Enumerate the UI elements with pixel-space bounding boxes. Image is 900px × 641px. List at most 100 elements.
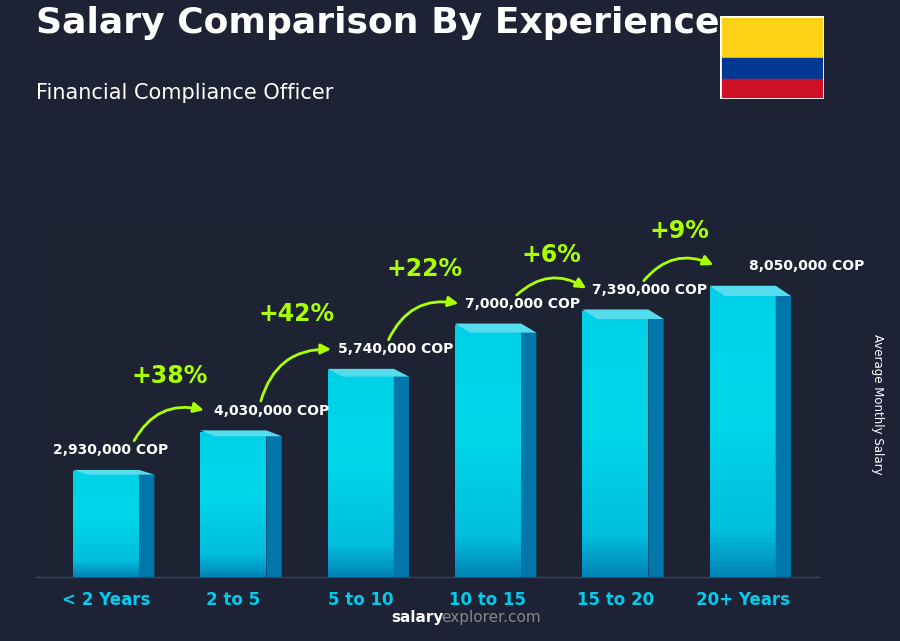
Bar [73, 574, 140, 575]
Bar [200, 572, 266, 574]
Bar [709, 297, 776, 302]
Bar [200, 502, 266, 504]
Bar [454, 367, 521, 371]
Bar [709, 369, 776, 374]
Bar [709, 519, 776, 524]
Bar [328, 436, 394, 439]
Bar [73, 537, 140, 538]
Bar [582, 440, 648, 444]
Bar [328, 567, 394, 570]
Bar [454, 539, 521, 544]
Bar [582, 519, 648, 524]
Bar [582, 501, 648, 506]
Bar [200, 529, 266, 531]
Bar [454, 569, 521, 572]
Bar [328, 446, 394, 449]
Bar [328, 432, 394, 436]
Bar [454, 451, 521, 455]
Bar [582, 466, 648, 470]
Bar [328, 412, 394, 415]
Bar [454, 329, 521, 333]
Bar [200, 466, 266, 468]
Bar [582, 493, 648, 497]
Bar [328, 422, 394, 426]
Bar [200, 562, 266, 565]
Bar [582, 528, 648, 533]
Bar [73, 570, 140, 572]
Bar [709, 480, 776, 485]
Bar [709, 331, 776, 336]
Bar [454, 371, 521, 376]
Bar [200, 570, 266, 572]
Bar [709, 514, 776, 519]
Bar [73, 515, 140, 517]
Bar [200, 470, 266, 473]
Bar [582, 470, 648, 475]
Text: salary: salary [392, 610, 444, 625]
Bar [454, 447, 521, 451]
Bar [73, 475, 140, 477]
Bar [454, 442, 521, 447]
Bar [709, 524, 776, 529]
Bar [328, 474, 394, 477]
Bar [454, 342, 521, 346]
Bar [73, 498, 140, 499]
Bar [454, 485, 521, 488]
Bar [709, 388, 776, 394]
Text: 2,930,000 COP: 2,930,000 COP [52, 444, 167, 458]
Bar [200, 435, 266, 437]
Bar [454, 363, 521, 367]
Text: Salary Comparison By Experience: Salary Comparison By Experience [36, 6, 719, 40]
Bar [582, 369, 648, 373]
Bar [328, 515, 394, 519]
Bar [709, 548, 776, 553]
Bar [582, 373, 648, 378]
Bar [454, 572, 521, 577]
Text: Financial Compliance Officer: Financial Compliance Officer [36, 83, 333, 103]
Bar [328, 542, 394, 546]
Bar [454, 422, 521, 426]
Bar [454, 354, 521, 359]
Bar [200, 473, 266, 476]
Bar [328, 487, 394, 491]
Bar [328, 484, 394, 487]
Bar [200, 456, 266, 458]
Bar [328, 481, 394, 484]
Bar [328, 525, 394, 529]
Bar [709, 403, 776, 408]
Bar [328, 532, 394, 536]
Bar [582, 453, 648, 457]
Bar [454, 405, 521, 409]
Bar [709, 504, 776, 510]
Bar [73, 535, 140, 537]
Bar [200, 490, 266, 492]
Bar [454, 376, 521, 379]
Bar [709, 360, 776, 365]
Bar [454, 544, 521, 547]
Bar [200, 545, 266, 548]
Bar [328, 408, 394, 412]
Bar [582, 546, 648, 551]
Bar [200, 540, 266, 543]
Bar [454, 526, 521, 531]
Bar [328, 398, 394, 401]
Bar [200, 574, 266, 577]
Bar [582, 400, 648, 404]
Bar [582, 435, 648, 440]
Bar [73, 565, 140, 567]
Bar [73, 496, 140, 498]
Bar [454, 488, 521, 493]
Bar [582, 554, 648, 559]
Bar [328, 415, 394, 419]
Bar [582, 475, 648, 479]
Bar [709, 302, 776, 306]
Bar [328, 563, 394, 567]
Bar [73, 489, 140, 491]
Bar [709, 442, 776, 447]
Bar [709, 326, 776, 331]
Bar [582, 431, 648, 435]
Bar [328, 556, 394, 560]
Bar [582, 378, 648, 382]
Bar [709, 533, 776, 538]
Bar [73, 503, 140, 505]
